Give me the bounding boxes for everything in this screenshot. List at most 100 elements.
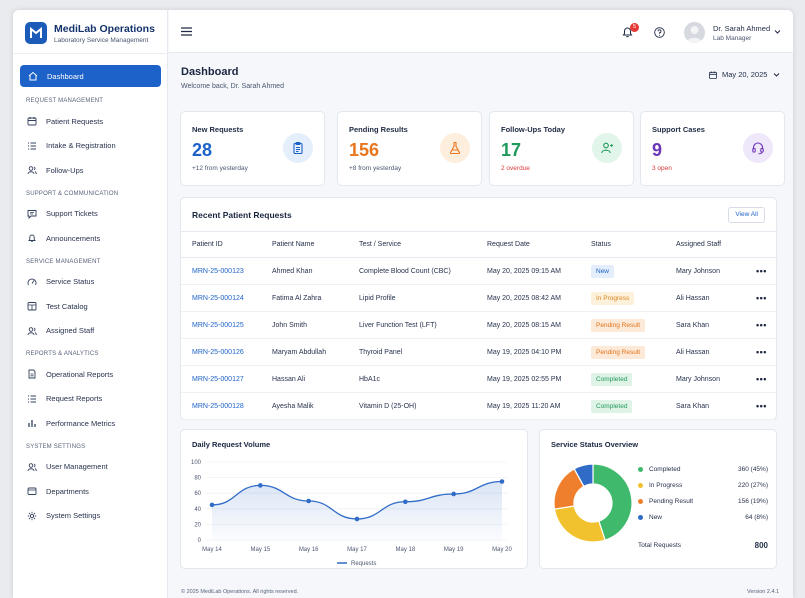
date-picker[interactable]: May 20, 2025 bbox=[709, 70, 780, 79]
table-row[interactable]: MRN-25-000127 Hassan Ali HbA1c May 19, 2… bbox=[181, 365, 778, 393]
status-cell: Pending Result bbox=[580, 311, 665, 339]
chevron-down-icon[interactable] bbox=[774, 28, 781, 35]
sidebar-item-system-settings[interactable]: System Settings bbox=[13, 504, 168, 529]
request-date-cell: May 19, 2025 04:10 PM bbox=[476, 338, 580, 366]
sidebar-item-test-catalog[interactable]: Test Catalog bbox=[13, 294, 168, 319]
service-status-panel: Service Status Overview Completed 360 (4… bbox=[539, 429, 777, 569]
more-actions-icon[interactable]: ••• bbox=[756, 293, 767, 303]
total-requests-row: Total Requests 800 bbox=[638, 541, 768, 550]
more-actions-icon[interactable]: ••• bbox=[756, 320, 767, 330]
nav-section-support-communication: SUPPORT & COMMUNICATION bbox=[26, 190, 119, 197]
test-service-cell: Thyroid Panel bbox=[348, 338, 476, 366]
stat-card-follow-ups-today[interactable]: Follow-Ups Today 17 2 overdue bbox=[489, 111, 634, 186]
col-test-service[interactable]: Test / Service bbox=[348, 231, 476, 258]
sidebar-item-service-status[interactable]: Service Status bbox=[13, 270, 168, 295]
sidebar-item-label: Performance Metrics bbox=[46, 418, 116, 428]
nav-section-reports-analytics: REPORTS & ANALYTICS bbox=[26, 351, 99, 357]
hamburger-menu-icon[interactable] bbox=[181, 27, 192, 36]
help-icon[interactable] bbox=[654, 27, 665, 38]
app-logo[interactable]: MediLab Operations Laboratory Service Ma… bbox=[25, 22, 155, 44]
table-row[interactable]: MRN-25-000128 Ayesha Malik Vitamin D (25… bbox=[181, 392, 778, 420]
user-name[interactable]: Dr. Sarah Ahmed bbox=[713, 24, 771, 33]
data-point bbox=[209, 502, 215, 508]
status-badge: Completed bbox=[591, 372, 633, 386]
sidebar-item-assigned-staff[interactable]: Assigned Staff bbox=[13, 319, 168, 344]
stat-title: Support Cases bbox=[652, 125, 705, 134]
sidebar-item-patient-requests[interactable]: Patient Requests bbox=[13, 109, 168, 134]
x-tick-label: May 17 bbox=[347, 547, 367, 553]
stat-note: +8 from yesterday bbox=[349, 165, 402, 172]
stat-card-new-requests[interactable]: New Requests 28 +12 from yesterday bbox=[180, 111, 325, 186]
sidebar-item-label: User Management bbox=[46, 462, 108, 472]
sidebar-item-label: Request Reports bbox=[46, 394, 103, 404]
stat-note: 2 overdue bbox=[501, 165, 530, 172]
stat-card-pending-results[interactable]: Pending Results 156 +8 from yesterday bbox=[337, 111, 482, 186]
document-icon bbox=[28, 369, 36, 379]
users-icon bbox=[27, 463, 37, 471]
more-actions-icon[interactable]: ••• bbox=[756, 374, 767, 384]
sidebar-item-support-tickets[interactable]: Support Tickets bbox=[13, 202, 168, 227]
donut-slice-in-progress[interactable] bbox=[553, 505, 606, 543]
more-actions-icon[interactable]: ••• bbox=[756, 347, 767, 357]
patient-id-link[interactable]: MRN-25-000127 bbox=[181, 365, 261, 393]
data-point bbox=[403, 499, 408, 505]
legend-value: 156 (19%) bbox=[738, 498, 768, 505]
request-date-cell: May 19, 2025 11:20 AM bbox=[476, 392, 580, 420]
stat-title: Follow-Ups Today bbox=[501, 125, 566, 134]
patient-id-link[interactable]: MRN-25-000124 bbox=[181, 284, 261, 312]
legend-dot bbox=[638, 499, 643, 504]
sidebar-item-request-reports[interactable]: Request Reports bbox=[13, 387, 168, 412]
col-request-date[interactable]: Request Date bbox=[476, 231, 580, 258]
patient-id-link[interactable]: MRN-25-000126 bbox=[181, 338, 261, 366]
test-service-cell: Complete Blood Count (CBC) bbox=[348, 257, 476, 285]
row-actions-cell: ••• bbox=[745, 257, 778, 285]
sidebar-item-label: Operational Reports bbox=[46, 369, 114, 379]
sidebar-item-announcements[interactable]: Announcements bbox=[13, 226, 168, 251]
page-subtitle: Welcome back, Dr. Sarah Ahmed bbox=[181, 83, 284, 90]
patient-id-link[interactable]: MRN-25-000125 bbox=[181, 311, 261, 339]
sidebar-item-follow-ups[interactable]: Follow-Ups bbox=[13, 158, 168, 183]
table-row[interactable]: MRN-25-000126 Maryam Abdullah Thyroid Pa… bbox=[181, 338, 778, 366]
col-patient-name[interactable]: Patient Name bbox=[261, 231, 348, 258]
list-icon bbox=[28, 395, 36, 403]
status-badge: Completed bbox=[591, 399, 633, 413]
sidebar-item-operational-reports[interactable]: Operational Reports bbox=[13, 362, 168, 387]
stat-card-support-cases[interactable]: Support Cases 9 3 open bbox=[640, 111, 785, 186]
sidebar-item-performance-metrics[interactable]: Performance Metrics bbox=[13, 411, 168, 436]
user-avatar[interactable] bbox=[684, 22, 705, 43]
sidebar-item-intake-registration[interactable]: Intake & Registration bbox=[13, 134, 168, 159]
donut-slice-completed[interactable] bbox=[592, 463, 633, 541]
status-cell: Completed bbox=[580, 365, 665, 393]
top-bar: 5 Dr. Sarah Ahmed Lab Manager bbox=[169, 10, 793, 53]
sidebar-item-user-management[interactable]: User Management bbox=[13, 455, 168, 480]
notification-bell-icon[interactable] bbox=[622, 26, 633, 38]
stat-icon-circle bbox=[743, 133, 773, 163]
sidebar-item-dashboard[interactable]: Dashboard bbox=[20, 65, 161, 87]
stat-value: 17 bbox=[501, 140, 522, 160]
col-assigned-staff[interactable]: Assigned Staff bbox=[665, 231, 745, 258]
y-tick-label: 80 bbox=[194, 476, 201, 482]
table-row[interactable]: MRN-25-000125 John Smith Liver Function … bbox=[181, 311, 778, 339]
more-actions-icon[interactable]: ••• bbox=[756, 401, 767, 411]
row-actions-cell: ••• bbox=[745, 365, 778, 393]
col-status[interactable]: Status bbox=[580, 231, 665, 258]
x-tick-label: May 20 bbox=[492, 547, 512, 553]
col-patient-id[interactable]: Patient ID bbox=[181, 231, 261, 258]
legend-row-in-progress: In Progress 220 (27%) bbox=[638, 482, 768, 489]
recent-requests-panel: Recent Patient Requests View All Patient… bbox=[180, 197, 778, 420]
more-actions-icon[interactable]: ••• bbox=[756, 266, 767, 276]
table-row[interactable]: MRN-25-000123 Ahmed Khan Complete Blood … bbox=[181, 257, 778, 285]
status-cell: Completed bbox=[580, 392, 665, 420]
patient-id-link[interactable]: MRN-25-000123 bbox=[181, 257, 261, 285]
donut-slice-new[interactable] bbox=[573, 463, 594, 488]
total-requests-label: Total Requests bbox=[638, 542, 681, 549]
sidebar-item-departments[interactable]: Departments bbox=[13, 479, 168, 504]
x-tick-label: May 15 bbox=[250, 547, 270, 553]
bar-chart-icon bbox=[28, 420, 36, 428]
table-row[interactable]: MRN-25-000124 Fatima Al Zahra Lipid Prof… bbox=[181, 284, 778, 312]
patient-id-link[interactable]: MRN-25-000128 bbox=[181, 392, 261, 420]
request-date-cell: May 20, 2025 09:15 AM bbox=[476, 257, 580, 285]
legend-dot bbox=[638, 467, 643, 472]
view-all-button[interactable]: View All bbox=[728, 207, 765, 223]
legend-label: New bbox=[649, 514, 663, 521]
